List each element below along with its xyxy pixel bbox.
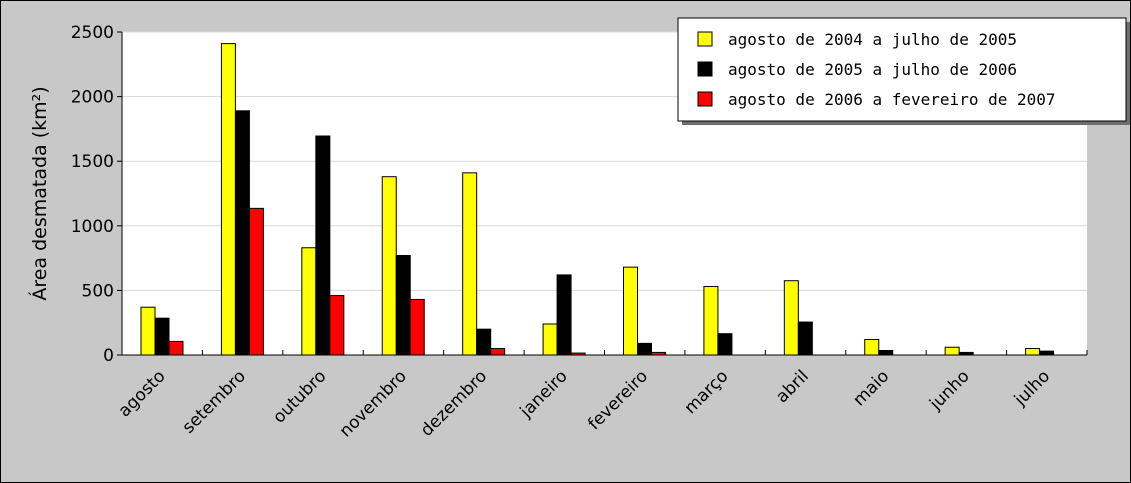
bar-novembro-series-1 (381, 176, 397, 356)
bar-março-series-2 (717, 333, 733, 356)
bar-abril-series-2 (797, 321, 813, 356)
bar-dezembro-series-1 (462, 172, 478, 356)
axes (117, 31, 1088, 356)
bar-novembro-series-2 (395, 255, 411, 356)
bar-outubro-series-3 (329, 295, 345, 356)
legend-swatch-2 (697, 61, 713, 77)
bar-agosto-series-3 (168, 340, 184, 356)
legend-label-2: agosto de 2005 a julho de 2006 (728, 60, 1017, 79)
y-axis-label: Área desmatada (km²) (28, 86, 51, 300)
bar-julho-series-2 (1039, 350, 1055, 356)
bar-janeiro-series-1 (542, 323, 558, 356)
bar-junho-series-1 (944, 346, 960, 356)
bar-novembro-series-3 (409, 298, 425, 356)
bar-janeiro-series-2 (556, 274, 572, 356)
y-tick-label-5: 2500 (71, 23, 114, 43)
y-tick-label-0: 0 (103, 346, 114, 366)
bar-dezembro-series-2 (476, 328, 492, 356)
bar-marks (140, 43, 1055, 356)
bar-outubro-series-1 (301, 247, 317, 356)
bar-março-series-1 (703, 286, 719, 356)
legend-label-1: agosto de 2004 a julho de 2005 (728, 30, 1017, 49)
bar-fevereiro-series-2 (637, 342, 652, 356)
bar-agosto-series-1 (140, 306, 156, 356)
legend: agosto de 2004 a julho de 2005 agosto de … (677, 17, 1130, 125)
y-tick-label-4: 2000 (71, 88, 114, 108)
legend-label-3: agosto de 2006 a fevereiro de 2007 (728, 90, 1056, 109)
bar-setembro-series-1 (220, 43, 236, 356)
y-tick-label-3: 1500 (71, 152, 114, 172)
y-tick-labels: 0 500 1000 1500 2000 2500 (71, 23, 114, 366)
legend-swatch-1 (697, 31, 713, 47)
bar-abril-series-1 (783, 280, 799, 356)
y-tick-label-1: 500 (82, 281, 114, 301)
legend-swatch-3 (697, 91, 713, 107)
legend-box (677, 17, 1127, 122)
bar-outubro-series-2 (315, 135, 331, 356)
bar-agosto-series-2 (154, 317, 170, 356)
bar-maio-series-2 (878, 349, 894, 356)
bar-julho-series-1 (1025, 348, 1041, 356)
bar-maio-series-1 (864, 338, 880, 356)
bar-fevereiro-series-1 (623, 266, 638, 356)
bar-setembro-series-2 (234, 110, 250, 356)
y-tick-label-2: 1000 (71, 217, 114, 237)
bar-setembro-series-3 (248, 207, 264, 356)
bar-dezembro-series-3 (490, 348, 506, 356)
